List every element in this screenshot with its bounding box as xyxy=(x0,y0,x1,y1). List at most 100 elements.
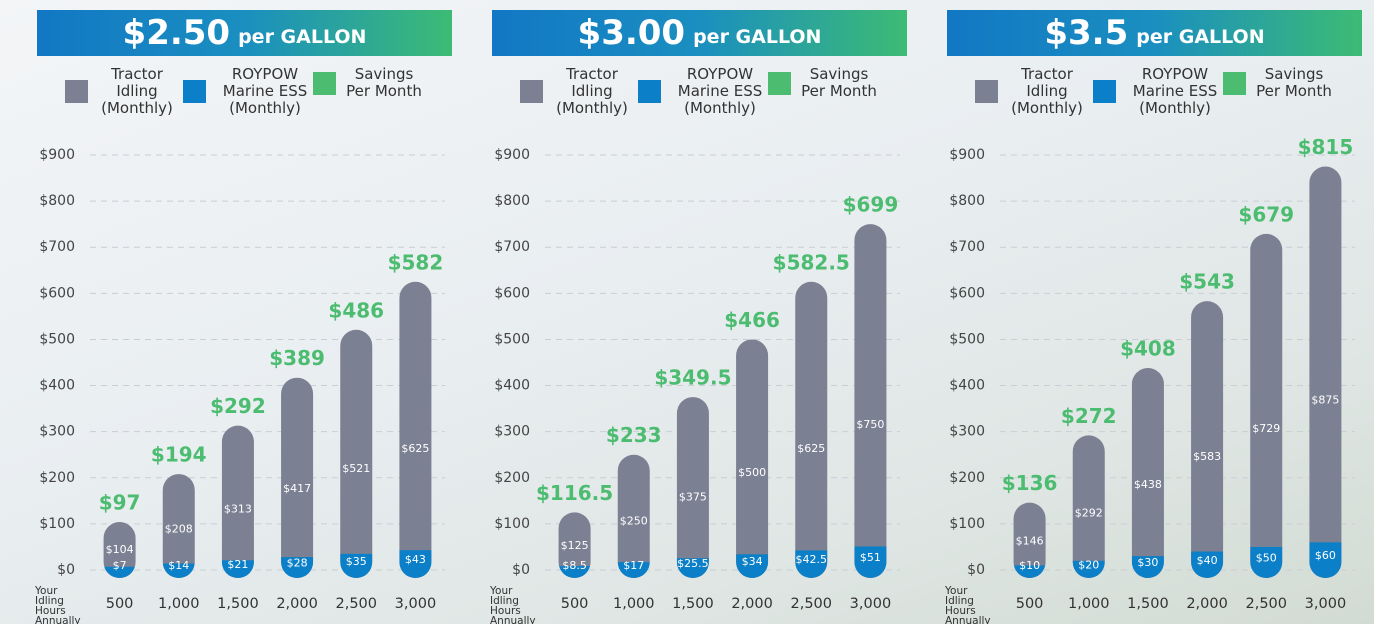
ess-value-label: $50 xyxy=(1256,551,1277,564)
tractor-value-label: $729 xyxy=(1252,422,1280,435)
tractor-bar xyxy=(795,282,827,578)
y-tick-label: $100 xyxy=(494,516,530,532)
plot: $0$100$200$300$400$500$600$700$800$90050… xyxy=(490,0,930,624)
y-tick-label: $900 xyxy=(39,147,75,163)
ess-value-label: $25.5 xyxy=(677,557,709,570)
savings-value-label: $292 xyxy=(210,394,266,418)
x-tick-label: 2,000 xyxy=(731,596,773,612)
tractor-value-label: $292 xyxy=(1075,506,1103,519)
y-tick-label: $800 xyxy=(39,193,75,209)
x-tick-label: 1,000 xyxy=(1068,596,1110,612)
x-tick-label: 3,000 xyxy=(850,596,892,612)
chart-panel: $2.50per GALLONTractor Idling (Monthly)R… xyxy=(35,0,490,624)
tractor-bar xyxy=(340,330,372,578)
x-tick-label: 2,500 xyxy=(335,596,377,612)
tractor-value-label: $208 xyxy=(165,523,193,536)
y-tick-label: $400 xyxy=(39,378,75,394)
tractor-value-label: $750 xyxy=(856,418,884,431)
x-tick-label: 2,500 xyxy=(790,596,832,612)
tractor-value-label: $438 xyxy=(1134,478,1162,491)
savings-value-label: $116.5 xyxy=(536,481,613,505)
tractor-value-label: $583 xyxy=(1193,450,1221,463)
y-tick-label: $400 xyxy=(949,378,985,394)
ess-value-label: $35 xyxy=(346,555,367,568)
ess-value-label: $28 xyxy=(287,557,308,570)
x-tick-label: 500 xyxy=(561,596,589,612)
savings-value-label: $233 xyxy=(606,423,662,447)
ess-value-label: $30 xyxy=(1137,556,1158,569)
savings-value-label: $389 xyxy=(269,346,325,370)
y-tick-label: $0 xyxy=(967,562,985,578)
savings-value-label: $466 xyxy=(724,308,780,332)
x-tick-label: 1,000 xyxy=(613,596,655,612)
x-tick-label: 1,500 xyxy=(672,596,714,612)
tractor-value-label: $104 xyxy=(106,543,134,556)
tractor-bar xyxy=(281,378,313,578)
ess-value-label: $8.5 xyxy=(562,559,587,572)
ess-value-label: $21 xyxy=(227,558,248,571)
x-tick-label: 1,500 xyxy=(217,596,259,612)
ess-value-label: $43 xyxy=(405,553,426,566)
tractor-bar xyxy=(1250,234,1282,578)
y-tick-label: $200 xyxy=(949,470,985,486)
tractor-value-label: $375 xyxy=(679,490,707,503)
y-tick-label: $300 xyxy=(949,424,985,440)
y-tick-label: $300 xyxy=(39,424,75,440)
tractor-value-label: $417 xyxy=(283,482,311,495)
tractor-value-label: $146 xyxy=(1016,535,1044,548)
tractor-bar xyxy=(399,282,431,578)
x-tick-label: 3,000 xyxy=(395,596,437,612)
y-tick-label: $500 xyxy=(39,331,75,347)
tractor-value-label: $500 xyxy=(738,466,766,479)
tractor-bar xyxy=(736,339,768,578)
y-tick-label: $700 xyxy=(949,239,985,255)
ess-value-label: $7 xyxy=(113,559,127,572)
ess-value-label: $20 xyxy=(1078,558,1099,571)
x-tick-label: 500 xyxy=(1016,596,1044,612)
y-tick-label: $600 xyxy=(39,285,75,301)
x-tick-label: 500 xyxy=(106,596,134,612)
savings-value-label: $486 xyxy=(328,298,384,322)
y-tick-label: $100 xyxy=(949,516,985,532)
x-tick-label: 2,000 xyxy=(1186,596,1228,612)
savings-value-label: $582 xyxy=(388,250,444,274)
y-tick-label: $0 xyxy=(512,562,530,578)
ess-value-label: $10 xyxy=(1019,559,1040,572)
tractor-value-label: $313 xyxy=(224,502,252,515)
y-tick-label: $500 xyxy=(494,331,530,347)
savings-value-label: $349.5 xyxy=(654,366,731,390)
y-tick-label: $700 xyxy=(39,239,75,255)
y-tick-label: $600 xyxy=(494,285,530,301)
savings-value-label: $194 xyxy=(151,443,207,467)
infographic: $2.50per GALLONTractor Idling (Monthly)R… xyxy=(0,0,1374,624)
ess-value-label: $51 xyxy=(860,551,881,564)
tractor-value-label: $521 xyxy=(342,462,370,475)
y-tick-label: $900 xyxy=(494,147,530,163)
y-tick-label: $0 xyxy=(57,562,75,578)
y-tick-label: $200 xyxy=(494,470,530,486)
y-tick-label: $600 xyxy=(949,285,985,301)
x-tick-label: 3,000 xyxy=(1305,596,1347,612)
tractor-bar xyxy=(1191,301,1223,578)
x-tick-label: 1,500 xyxy=(1127,596,1169,612)
tractor-bar xyxy=(1132,368,1164,578)
savings-value-label: $815 xyxy=(1298,135,1354,159)
tractor-value-label: $625 xyxy=(401,442,429,455)
tractor-value-label: $875 xyxy=(1311,394,1339,407)
ess-value-label: $60 xyxy=(1315,549,1336,562)
savings-value-label: $543 xyxy=(1179,270,1235,294)
x-tick-label: 2,500 xyxy=(1245,596,1287,612)
x-tick-label: 2,000 xyxy=(276,596,318,612)
savings-value-label: $136 xyxy=(1002,471,1058,495)
savings-value-label: $272 xyxy=(1061,404,1117,428)
y-tick-label: $400 xyxy=(494,378,530,394)
y-tick-label: $700 xyxy=(494,239,530,255)
tractor-value-label: $125 xyxy=(561,539,589,552)
savings-value-label: $699 xyxy=(843,193,899,217)
plot: $0$100$200$300$400$500$600$700$800$90050… xyxy=(35,0,475,624)
plot: $0$100$200$300$400$500$600$700$800$90050… xyxy=(945,0,1374,624)
savings-value-label: $679 xyxy=(1238,202,1294,226)
ess-value-label: $40 xyxy=(1197,554,1218,567)
tractor-value-label: $625 xyxy=(797,442,825,455)
